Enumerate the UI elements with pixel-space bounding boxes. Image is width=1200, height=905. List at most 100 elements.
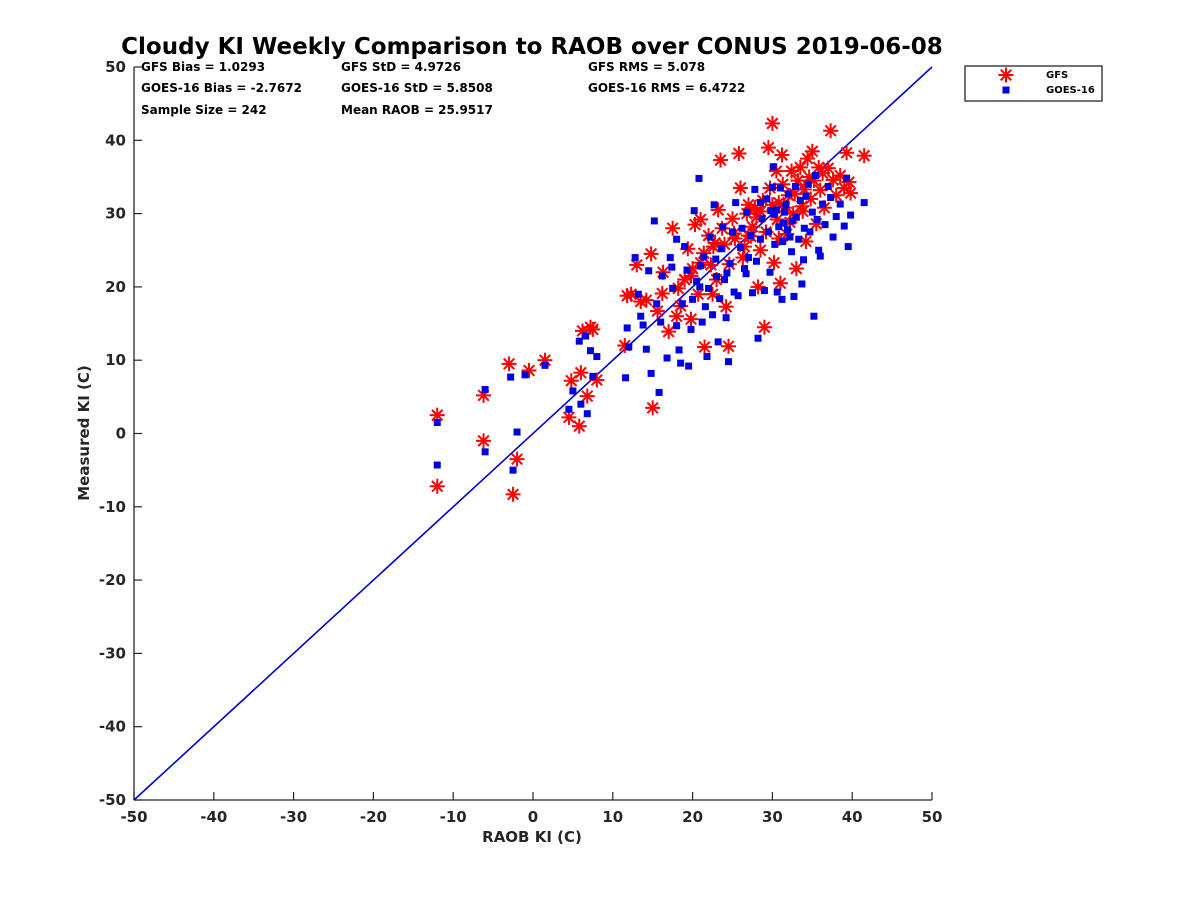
goes16-point xyxy=(685,362,693,370)
goes16-point xyxy=(666,254,674,262)
goes16-point xyxy=(756,235,764,243)
gfs-point xyxy=(812,182,828,198)
chart-title: Cloudy KI Weekly Comparison to RAOB over… xyxy=(121,34,943,60)
goes16-point xyxy=(583,410,591,418)
goes16-point xyxy=(751,185,759,193)
goes16-point xyxy=(695,174,703,182)
goes16-point xyxy=(811,171,819,179)
goes16-point xyxy=(775,223,783,231)
gfs-point xyxy=(693,211,709,227)
goes16-point xyxy=(730,288,738,296)
goes16-point xyxy=(816,252,824,260)
y-tick-label: -40 xyxy=(99,718,126,736)
goes16-point xyxy=(788,248,796,256)
goes16-point xyxy=(736,243,744,251)
gfs-point xyxy=(476,433,492,449)
x-tick-label: -30 xyxy=(280,808,307,826)
goes16-point xyxy=(792,182,800,190)
gfs-point xyxy=(843,185,859,201)
goes16-point xyxy=(800,224,808,232)
goes16-point xyxy=(677,359,685,367)
gfs-point xyxy=(571,418,587,434)
goes16-point xyxy=(819,200,827,208)
goes16-point xyxy=(748,289,756,297)
goes16-point xyxy=(860,199,868,207)
goes16-point xyxy=(642,345,650,353)
gfs-point xyxy=(752,242,768,258)
legend-goes16-marker xyxy=(1002,86,1010,94)
goes16-point xyxy=(754,334,762,342)
goes16-point xyxy=(792,213,800,221)
stat-1: GFS StD = 4.9726 xyxy=(341,60,461,74)
goes16-point xyxy=(639,321,647,329)
goes16-point xyxy=(725,358,733,366)
goes16-point xyxy=(701,303,709,311)
legend-box xyxy=(964,65,1103,102)
gfs-point xyxy=(563,373,579,389)
gfs-point xyxy=(766,255,782,271)
gfs-point xyxy=(429,407,445,423)
goes16-point xyxy=(433,461,441,469)
gfs-point xyxy=(643,246,659,262)
goes16-point xyxy=(710,201,718,209)
goes16-point xyxy=(832,213,840,221)
goes16-point xyxy=(713,273,721,281)
goes16-point xyxy=(507,373,515,381)
goes16-point xyxy=(740,265,748,273)
gfs-point xyxy=(670,280,686,296)
gfs-point xyxy=(579,388,595,404)
stat-3: GOES-16 Bias = -2.7672 xyxy=(141,81,302,95)
goes16-point xyxy=(784,226,792,234)
goes16-point xyxy=(756,199,764,207)
goes16-point xyxy=(717,245,725,253)
goes16-point xyxy=(481,448,489,456)
gfs-point xyxy=(798,233,814,249)
gfs-point xyxy=(629,257,645,273)
goes16-point xyxy=(796,196,804,204)
goes16-point xyxy=(767,207,775,215)
goes16-point xyxy=(827,193,835,201)
goes16-point xyxy=(766,268,774,276)
goes16-point xyxy=(776,184,784,192)
goes16-point xyxy=(657,318,665,326)
goes16-point xyxy=(541,361,549,369)
legend-gfs-label: GFS xyxy=(1046,70,1068,81)
gfs-point xyxy=(760,140,776,156)
gfs-point xyxy=(589,372,605,388)
goes16-point xyxy=(780,219,788,227)
goes16-point xyxy=(700,253,708,261)
goes16-point xyxy=(706,233,714,241)
goes16-point xyxy=(647,369,655,377)
stat-4: GOES-16 StD = 5.8508 xyxy=(341,81,493,95)
gfs-point xyxy=(820,160,836,176)
gfs-point xyxy=(697,339,713,355)
gfs-point xyxy=(509,451,525,467)
goes16-point xyxy=(786,233,794,241)
goes16-point xyxy=(760,287,768,295)
goes16-point xyxy=(843,174,851,182)
gfs-point xyxy=(638,292,654,308)
goes16-point xyxy=(693,277,701,285)
goes16-point xyxy=(634,290,642,298)
goes16-point xyxy=(509,466,517,474)
x-tick-label: 20 xyxy=(682,808,703,826)
stat-6: Sample Size = 242 xyxy=(141,103,267,117)
goes16-point xyxy=(780,208,788,216)
gfs-point xyxy=(683,311,699,327)
gfs-point xyxy=(585,321,601,337)
goes16-point xyxy=(577,400,585,408)
goes16-point xyxy=(815,246,823,254)
goes16-point xyxy=(631,254,639,262)
goes16-point xyxy=(732,199,740,207)
goes16-point xyxy=(663,354,671,362)
goes16-point xyxy=(669,284,677,292)
x-tick-label: 10 xyxy=(602,808,623,826)
goes16-point xyxy=(697,262,705,270)
series-gfs xyxy=(429,115,872,502)
goes16-point xyxy=(752,257,760,265)
goes16-point xyxy=(844,243,852,251)
x-tick-label: 30 xyxy=(762,808,783,826)
goes16-point xyxy=(589,372,597,380)
goes16-point xyxy=(513,428,521,436)
gfs-point xyxy=(731,145,747,161)
